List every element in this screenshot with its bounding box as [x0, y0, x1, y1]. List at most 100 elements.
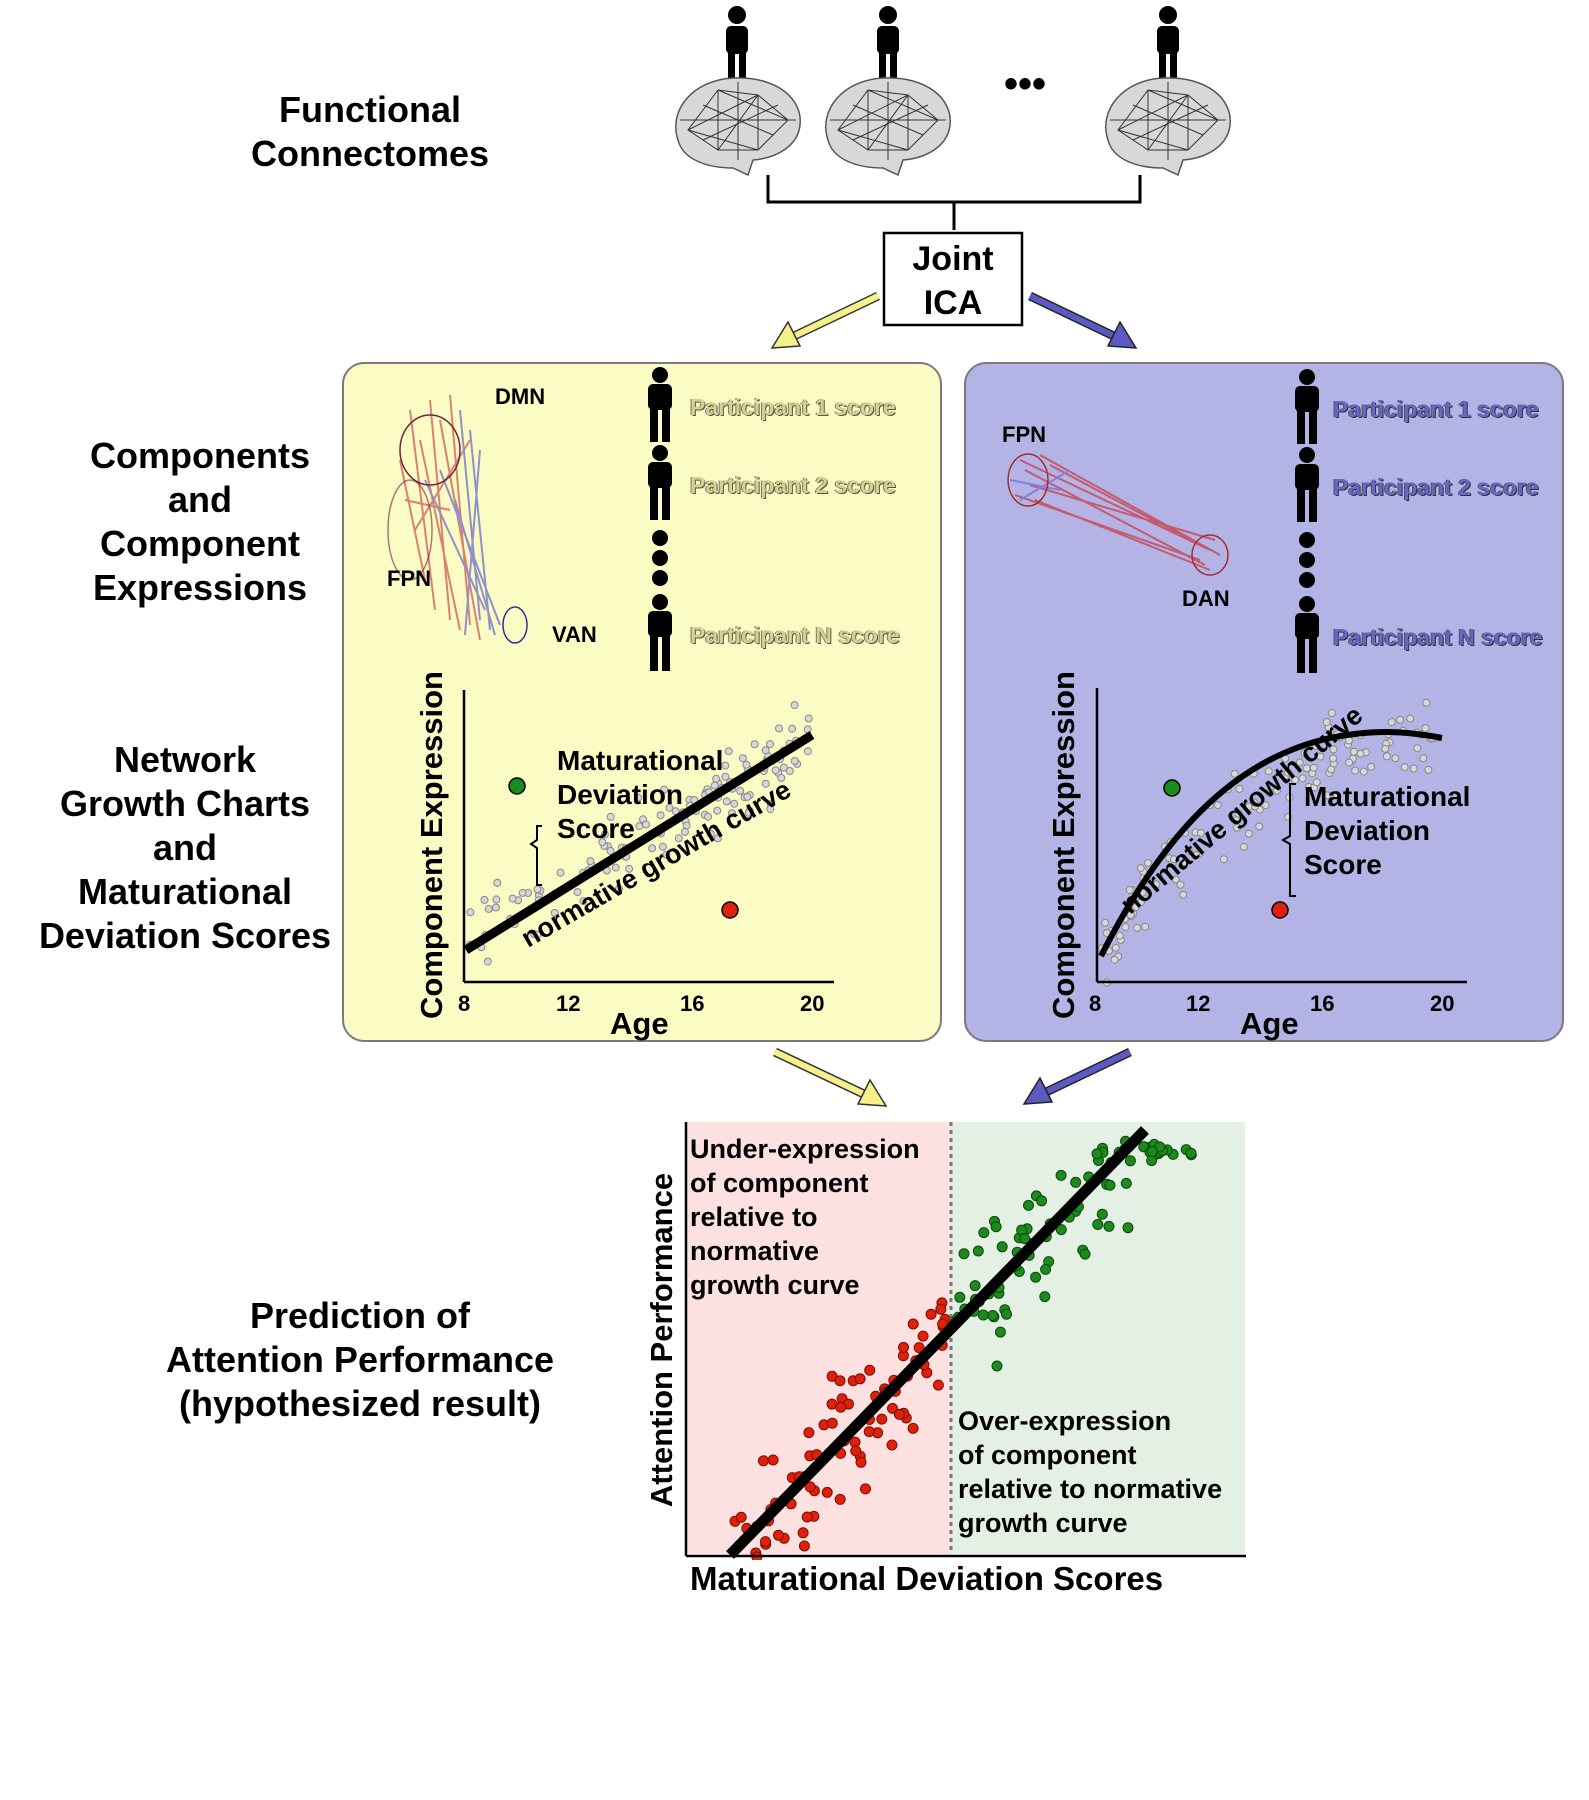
scatter-point [1382, 752, 1391, 761]
scatter-point [550, 908, 559, 917]
green-data-point [1055, 1224, 1067, 1236]
functional-connectomes-label: Functional Connectomes [200, 88, 540, 176]
red-data-point [821, 1486, 833, 1498]
fpn-node [387, 479, 433, 581]
bracket [766, 175, 1142, 230]
red-data-point [864, 1364, 876, 1376]
blue-deviation-label: Maturational Deviation Score [1304, 780, 1470, 882]
blue-fpn-label: FPN [1002, 422, 1046, 447]
scatter-point [1329, 754, 1338, 763]
prediction-xlabel: Maturational Deviation Scores [690, 1560, 1164, 1597]
label-line: Deviation [557, 779, 684, 810]
scatter-point [1179, 890, 1188, 899]
label-line: relative to [690, 1202, 818, 1232]
scatter-point [1413, 744, 1422, 753]
scatter-point [1421, 724, 1430, 733]
scatter-point [788, 724, 797, 733]
scatter-point [466, 908, 475, 917]
red-data-point [757, 1455, 769, 1467]
label-line: and [152, 827, 217, 868]
scatter-point [1244, 829, 1253, 838]
red-data-point [797, 1527, 809, 1539]
normative-curve [1098, 729, 1443, 958]
green-data-point [958, 1248, 970, 1260]
scatter-point [518, 888, 527, 897]
yellow-xlabel: Age [610, 1006, 669, 1041]
scatter-point [492, 895, 501, 904]
red-data-point [913, 1342, 925, 1354]
scatter-point [1312, 778, 1321, 787]
blue-xtick: 8 [1089, 991, 1102, 1016]
red-data-point [937, 1318, 949, 1330]
scatter-point [771, 766, 780, 775]
scatter-point [1302, 764, 1311, 773]
green-data-point [1091, 1148, 1103, 1160]
green-data-point [1122, 1222, 1134, 1234]
green-data-point [972, 1245, 984, 1257]
ellipsis: ••• [1004, 62, 1046, 106]
scatter-point [606, 812, 615, 821]
scatter-point [1196, 829, 1205, 837]
scatter-point [804, 714, 813, 723]
yellow-dmn-label: DMN [495, 384, 546, 409]
label-line: Score [1304, 849, 1382, 880]
yellow-xtick: 16 [680, 991, 705, 1016]
scatter-point [1125, 886, 1134, 895]
blue-score-2: Participant 2 score [1333, 474, 1539, 500]
green-data-point [1104, 1179, 1116, 1191]
yellow-xtick: 12 [556, 991, 581, 1016]
label-line: Score [557, 813, 635, 844]
label-line: Network [113, 739, 257, 780]
scatter-point [1396, 715, 1405, 724]
label-line: Components [90, 435, 310, 476]
scatter-point [1184, 846, 1193, 855]
scatter-point [777, 773, 786, 782]
brain-connectome-icon [1105, 77, 1231, 176]
scatter-point [533, 930, 542, 939]
scatter-point [1171, 875, 1180, 884]
scatter-point [1300, 749, 1309, 758]
dan-node [1191, 534, 1229, 576]
dmn-node [399, 414, 461, 486]
label-line: Connectomes [250, 133, 490, 174]
label-line: Deviation [1304, 815, 1431, 846]
scatter-point [1110, 955, 1119, 964]
scatter-point [1419, 754, 1428, 763]
person-icon [726, 6, 748, 80]
ica-label-line1: Joint [912, 240, 993, 278]
scatter-point [779, 763, 788, 772]
chart-ylabel: Attention Performance [644, 1173, 679, 1507]
yellow-fpn-label: FPN [387, 566, 431, 591]
scatter-point [1329, 745, 1338, 754]
green-data-point [1001, 1308, 1012, 1320]
red-data-point [898, 1341, 909, 1353]
scatter-point [508, 894, 517, 903]
label-line: Deviation Scores [38, 915, 332, 956]
scatter-point [721, 761, 730, 770]
red-data-point [907, 1318, 919, 1330]
scatter-point [1192, 851, 1201, 860]
red-data-point [834, 1375, 846, 1387]
under-expression-region [686, 1122, 951, 1554]
scatter-point [1261, 801, 1270, 810]
label-line: Maturational [77, 871, 292, 912]
scatter-point [611, 863, 620, 872]
green-data-point [1023, 1199, 1034, 1211]
blue-score-1: Participant 1 score [1333, 396, 1539, 422]
scatter-point [1265, 788, 1274, 797]
green-data-point [1036, 1195, 1048, 1207]
scatter-point [728, 809, 736, 818]
scatter-point [658, 842, 667, 851]
scatter-point [1356, 749, 1365, 758]
scatter-point [665, 803, 674, 812]
scatter-point [1249, 798, 1258, 807]
scatter-point [1264, 767, 1273, 776]
red-data-point [886, 1439, 898, 1451]
scatter-point [1327, 765, 1336, 774]
scatter-point [1327, 709, 1336, 717]
green-participant-dot [508, 777, 526, 795]
scatter-point [1387, 718, 1396, 727]
scatter-point [1136, 898, 1145, 907]
green-data-point [1070, 1176, 1082, 1188]
scatter-point [674, 834, 683, 843]
